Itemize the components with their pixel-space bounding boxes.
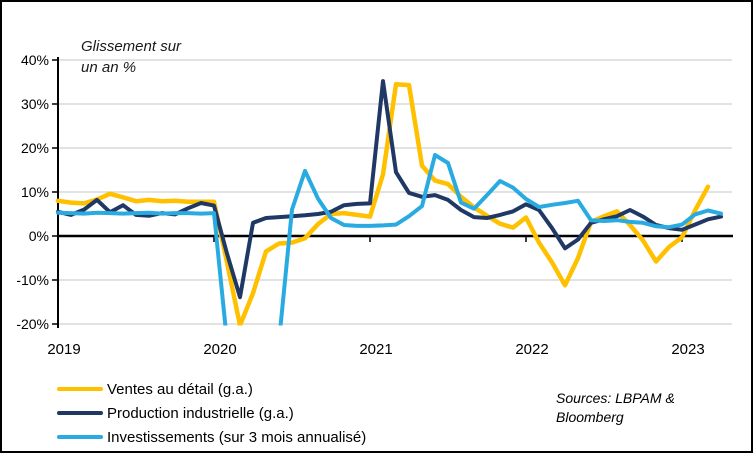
legend-label-investments: Investissements (sur 3 mois annualisé) — [107, 428, 367, 446]
legend-label-retail-sales: Ventes au détail (g.a.) — [107, 380, 253, 398]
legend-item-investments: Investissements (sur 3 mois annualisé) — [57, 425, 366, 449]
sources-line1: Sources: LBPAM & — [556, 390, 675, 406]
legend-item-retail-sales: Ventes au détail (g.a.) — [57, 377, 366, 401]
axis-annotation: Glissement sur un an % — [81, 36, 181, 78]
investments-line-swatch — [57, 435, 103, 439]
y-axis-label: 20% — [21, 140, 49, 156]
legend: Ventes au détail (g.a.) Production indus… — [57, 377, 366, 449]
x-axis-label: 2022 — [515, 341, 548, 358]
legend-label-industrial-production: Production industrielle (g.a.) — [107, 404, 294, 422]
sources-line2: Bloomberg — [556, 409, 624, 425]
axis-annotation-line2: un an % — [81, 59, 137, 76]
series-line-0 — [55, 81, 711, 326]
y-axis-label: -10% — [16, 272, 49, 288]
y-axis-label: 0% — [29, 228, 49, 244]
y-axis-label: 30% — [21, 96, 49, 112]
sources-note: Sources: LBPAM & Bloomberg — [556, 389, 675, 427]
series-line-2 — [56, 153, 723, 326]
legend-item-industrial-production: Production industrielle (g.a.) — [57, 401, 366, 425]
retail-sales-line-swatch — [57, 387, 103, 391]
x-axis-label: 2020 — [203, 341, 236, 358]
industrial-production-line-swatch — [57, 411, 103, 415]
x-axis-label: 2023 — [671, 341, 704, 358]
x-axis-label: 2021 — [359, 341, 392, 358]
x-axis-label: 2019 — [47, 341, 80, 358]
series-line-1 — [56, 79, 723, 300]
axis-annotation-line1: Glissement sur — [81, 38, 182, 55]
y-axis-label: 10% — [21, 184, 49, 200]
y-axis-label: 40% — [21, 52, 49, 68]
y-axis-label: -20% — [16, 316, 49, 332]
